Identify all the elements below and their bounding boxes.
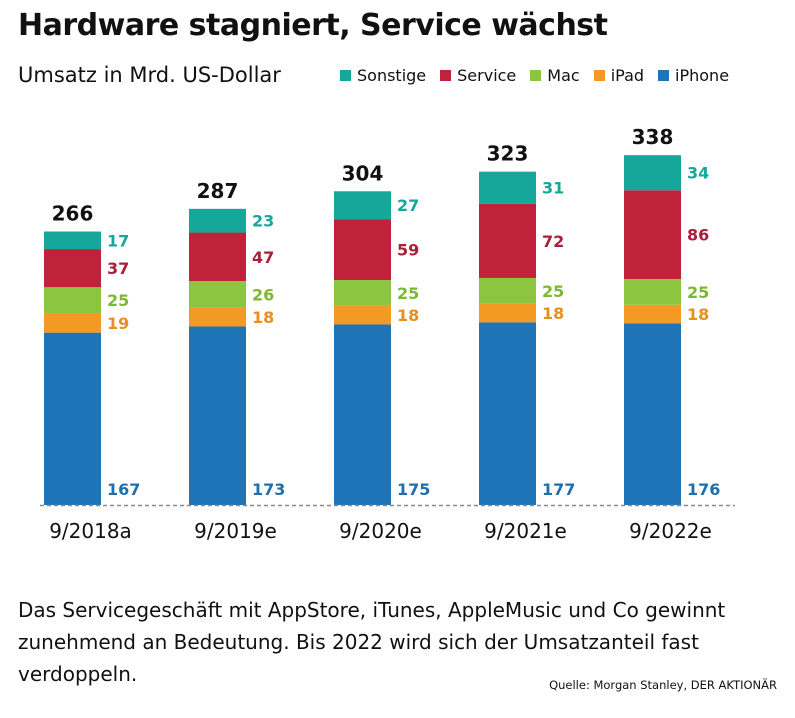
bar-segment-mac-4	[479, 277, 536, 304]
legend-item-service: Service	[440, 66, 516, 85]
bar-segment-ipad-3	[334, 305, 391, 325]
bar-segment-service-5	[624, 190, 681, 279]
total-label-3: 304	[342, 161, 384, 185]
bar-segment-mac-2	[189, 281, 246, 308]
value-label-sonstige-2: 23	[252, 212, 274, 231]
bar-segment-ipad-4	[479, 303, 536, 323]
value-label-ipad-2: 18	[252, 308, 274, 327]
category-label-3: 9/2020e	[339, 519, 422, 543]
bar-segment-iphone-4	[479, 322, 536, 505]
value-label-service-3: 59	[397, 241, 419, 260]
value-label-service-4: 72	[542, 232, 564, 251]
legend-label-mac: Mac	[547, 66, 580, 85]
bar-segment-iphone-3	[334, 324, 391, 505]
value-label-service-1: 37	[107, 259, 129, 278]
bar-segment-service-4	[479, 203, 536, 278]
legend-item-ipad: iPad	[593, 66, 645, 85]
value-label-iphone-1: 167	[107, 480, 140, 499]
bar-segment-sonstige-5	[624, 155, 681, 191]
total-label-5: 338	[632, 125, 674, 149]
bar-segment-ipad-1	[44, 313, 101, 333]
value-label-mac-2: 26	[252, 285, 274, 304]
legend-swatch-ipad	[593, 70, 605, 81]
bar-segment-service-2	[189, 232, 246, 282]
bar-segment-sonstige-1	[44, 231, 101, 250]
legend-swatch-mac	[530, 70, 542, 81]
value-label-ipad-5: 18	[687, 305, 709, 324]
value-label-sonstige-1: 17	[107, 231, 129, 250]
bar-segment-service-1	[44, 249, 101, 288]
legend-label-sonstige: Sonstige	[357, 66, 427, 85]
total-label-1: 266	[52, 202, 94, 226]
value-label-service-2: 47	[252, 248, 274, 267]
chart-subtitle: Umsatz in Mrd. US-Dollar	[18, 63, 281, 87]
value-label-ipad-4: 18	[542, 304, 564, 323]
bar-segment-sonstige-3	[334, 191, 391, 220]
bar-segment-ipad-5	[624, 304, 681, 324]
value-label-mac-1: 25	[107, 291, 129, 310]
legend-label-service: Service	[457, 66, 517, 85]
category-label-1: 9/2018a	[49, 519, 132, 543]
value-label-iphone-4: 177	[542, 480, 575, 499]
bar-segment-sonstige-2	[189, 208, 246, 233]
legend-item-iphone: iPhone	[658, 66, 729, 85]
value-label-service-5: 86	[687, 226, 709, 245]
value-label-mac-3: 25	[397, 284, 419, 303]
value-label-iphone-5: 176	[687, 480, 720, 499]
legend-swatch-sonstige	[340, 70, 351, 81]
bar-segment-service-3	[334, 219, 391, 281]
category-label-5: 9/2022e	[629, 519, 712, 543]
bar-segment-sonstige-4	[479, 171, 536, 204]
source-note: Quelle: Morgan Stanley, DER AKTIONÄR	[549, 678, 777, 692]
bar-segment-ipad-2	[189, 307, 246, 327]
legend-swatch-service	[440, 70, 452, 81]
bar-segment-iphone-1	[44, 332, 101, 505]
bar-segment-mac-5	[624, 278, 681, 305]
chart-title: Hardware stagniert, Service wächst	[18, 8, 608, 43]
legend-swatch-iphone	[658, 70, 670, 81]
legend-label-ipad: iPad	[610, 66, 645, 85]
legend-item-mac: Mac	[530, 66, 580, 85]
value-label-mac-5: 25	[687, 283, 709, 302]
value-label-sonstige-4: 31	[542, 179, 564, 198]
bar-segment-mac-3	[334, 280, 391, 306]
category-label-4: 9/2021e	[484, 519, 567, 543]
legend: Sonstige Service Mac iPad iPhone	[340, 66, 729, 85]
category-label-2: 9/2019e	[194, 519, 277, 543]
total-label-2: 287	[197, 179, 239, 203]
bar-segment-iphone-2	[189, 326, 246, 505]
total-label-4: 323	[487, 142, 529, 166]
value-label-ipad-3: 18	[397, 306, 419, 325]
value-label-ipad-1: 19	[107, 314, 129, 333]
value-label-sonstige-5: 34	[687, 164, 709, 183]
bar-segment-mac-1	[44, 287, 101, 314]
legend-label-iphone: iPhone	[675, 66, 730, 85]
stacked-bar-chart: 167 19 25 37 17 266 9/2018a 173 18 26 47 23 287 9/201…	[40, 125, 735, 543]
value-label-iphone-3: 175	[397, 480, 430, 499]
value-label-mac-4: 25	[542, 282, 564, 301]
caption-text: Das Servicegeschäft mit AppStore, iTunes…	[18, 598, 726, 686]
legend-item-sonstige: Sonstige	[340, 66, 426, 85]
value-label-iphone-2: 173	[252, 480, 285, 499]
bar-segment-iphone-5	[624, 323, 681, 505]
value-label-sonstige-3: 27	[397, 196, 419, 215]
